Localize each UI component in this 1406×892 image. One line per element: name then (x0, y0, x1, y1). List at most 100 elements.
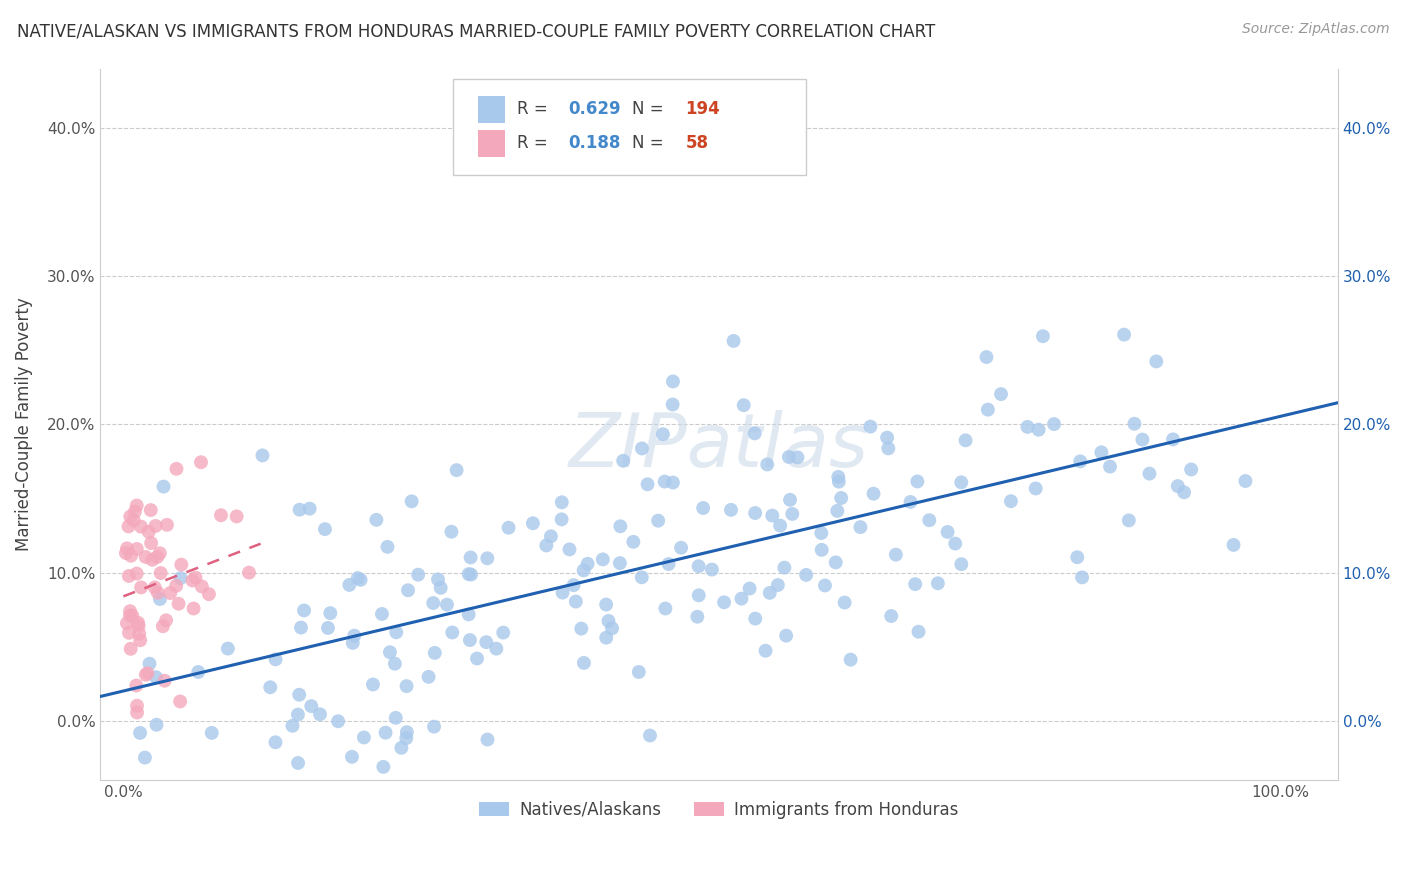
Point (457, 567, 479, 582)
Point (264, 735, 287, 749)
Point (565, 594, 588, 608)
Point (288, 688, 311, 702)
Point (754, 644, 776, 658)
Point (139, 536, 162, 550)
Point (287, 707, 309, 722)
Point (828, 475, 851, 489)
Point (688, 588, 710, 602)
Point (340, 749, 363, 764)
Point (117, 519, 139, 533)
Point (135, 549, 157, 564)
Point (1123, 417, 1146, 431)
Point (181, 793, 204, 807)
Text: NATIVE/ALASKAN VS IMMIGRANTS FROM HONDURAS MARRIED-COUPLE FAMILY POVERTY CORRELA: NATIVE/ALASKAN VS IMMIGRANTS FROM HONDUR… (17, 22, 935, 40)
Point (595, 598, 617, 612)
Point (429, 581, 451, 595)
Text: 0.629: 0.629 (568, 100, 620, 118)
Point (366, 513, 388, 527)
Point (562, 578, 585, 592)
Point (316, 621, 339, 635)
Point (127, 706, 149, 720)
Point (786, 450, 808, 465)
Point (167, 597, 190, 611)
Point (384, 657, 406, 671)
Point (353, 731, 375, 745)
Point (744, 426, 766, 441)
Point (824, 555, 846, 569)
Point (477, 551, 499, 566)
FancyBboxPatch shape (453, 79, 806, 176)
Point (125, 679, 148, 693)
Point (460, 550, 482, 565)
Point (201, 726, 224, 740)
Point (830, 491, 852, 505)
Point (127, 615, 149, 630)
Point (290, 621, 312, 635)
Point (118, 569, 141, 583)
Point (612, 454, 634, 468)
Point (1025, 482, 1047, 496)
Point (827, 470, 849, 484)
Point (134, 750, 156, 764)
Point (839, 652, 862, 666)
Point (319, 606, 342, 620)
Point (457, 607, 479, 622)
Point (761, 508, 783, 523)
Point (440, 524, 463, 539)
Point (652, 427, 675, 442)
Point (1098, 459, 1121, 474)
Point (129, 581, 152, 595)
Point (990, 387, 1012, 401)
Point (395, 725, 418, 739)
Point (460, 567, 482, 582)
Point (877, 442, 900, 456)
Point (125, 499, 148, 513)
Point (427, 573, 450, 587)
Point (669, 541, 692, 555)
Text: 194: 194 (686, 100, 720, 118)
Point (314, 522, 336, 536)
Text: N =: N = (633, 135, 669, 153)
Point (692, 501, 714, 516)
Point (758, 586, 780, 600)
Point (401, 494, 423, 508)
Point (458, 633, 481, 648)
Point (156, 517, 179, 532)
Point (361, 677, 384, 691)
Point (976, 350, 998, 364)
Point (1234, 474, 1257, 488)
Text: R =: R = (517, 135, 553, 153)
Y-axis label: Married-Couple Family Poverty: Married-Couple Family Poverty (15, 298, 32, 551)
Point (1028, 423, 1050, 437)
Point (900, 495, 922, 509)
Point (905, 475, 928, 489)
Point (884, 548, 907, 562)
Point (600, 621, 623, 635)
Point (621, 534, 644, 549)
Point (145, 670, 167, 684)
Point (744, 612, 766, 626)
Point (337, 578, 360, 592)
Point (658, 557, 681, 571)
Point (766, 578, 789, 592)
Point (744, 506, 766, 520)
Point (477, 732, 499, 747)
Point (1043, 417, 1066, 431)
Point (169, 694, 191, 708)
Point (423, 720, 446, 734)
Point (686, 609, 709, 624)
Point (309, 707, 332, 722)
Point (723, 334, 745, 348)
Point (876, 431, 898, 445)
Point (598, 614, 620, 628)
Point (138, 657, 160, 671)
Point (654, 475, 676, 489)
Point (165, 579, 187, 593)
Point (115, 541, 138, 556)
Point (149, 566, 172, 580)
Point (198, 587, 221, 601)
Point (661, 397, 683, 411)
Point (422, 596, 444, 610)
Point (149, 546, 172, 560)
Point (165, 462, 187, 476)
